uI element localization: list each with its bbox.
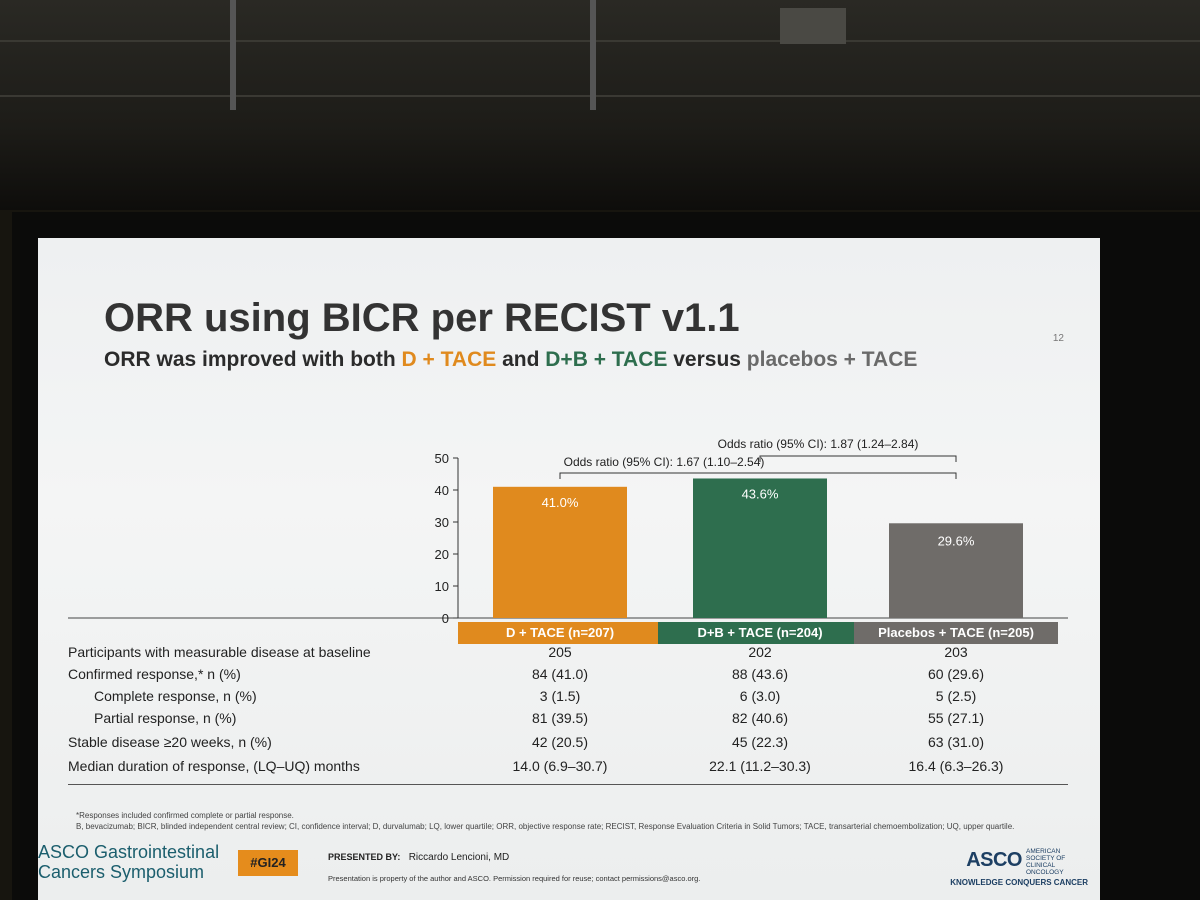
table-cell: 63 (31.0) xyxy=(927,734,985,750)
presented-by: PRESENTED BY: Riccardo Lencioni, MD xyxy=(328,852,509,863)
asco-wordmark: ASCO xyxy=(966,849,1022,872)
data-label: 29.6% xyxy=(938,533,975,548)
table-cell: 14.0 (6.9–30.7) xyxy=(512,758,608,774)
odds-ratio-label: Odds ratio (95% CI): 1.87 (1.24–2.84) xyxy=(718,437,919,451)
row-label: Stable disease ≥20 weeks, n (%) xyxy=(68,734,272,750)
property-note: Presentation is property of the author a… xyxy=(328,874,701,883)
y-tick-label: 50 xyxy=(435,451,449,466)
subtitle-text: and xyxy=(496,348,546,371)
y-tick-label: 40 xyxy=(435,483,449,498)
table-cell: 6 (3.0) xyxy=(739,688,781,704)
hashtag-badge: #GI24 xyxy=(238,850,298,876)
ceiling-beam xyxy=(590,0,596,110)
ceiling-grid-line xyxy=(0,95,1200,97)
presenter-name: Riccardo Lencioni, MD xyxy=(408,852,510,863)
odds-ratio-bracket xyxy=(559,472,957,479)
table-row: Partial response, n (%) 81 (39.5) 82 (40.6… xyxy=(68,710,1068,732)
y-tick-label: 10 xyxy=(435,579,449,594)
asco-logo: ASCO AMERICAN SOCIETY OF CLINICAL ONCOLOG… xyxy=(950,848,1088,887)
symposium-line-2: Cancers Symposium xyxy=(38,862,205,882)
row-label: Participants with measurable disease at … xyxy=(68,644,371,660)
ceiling-background xyxy=(0,0,1200,210)
bar xyxy=(493,486,627,618)
subtitle-arm-placebo: placebos + TACE xyxy=(746,348,918,371)
subtitle-arm-d: D + TACE xyxy=(401,348,497,371)
table-row: Complete response, n (%) 3 (1.5) 6 (3.0) 5 … xyxy=(68,688,1068,710)
column-header: D+B + TACE (n=204) xyxy=(658,622,862,644)
row-label: Median duration of response, (LQ–UQ) mon… xyxy=(68,758,360,774)
table-cell: 202 xyxy=(748,644,772,660)
column-header: D + TACE (n=207) xyxy=(458,622,662,644)
table-cell: 22.1 (11.2–30.3) xyxy=(709,758,811,774)
asco-society-name: AMERICAN SOCIETY OF CLINICAL ONCOLOGY xyxy=(1026,848,1066,876)
symposium-logo: ASCO Gastrointestinal Cancers Symposium xyxy=(38,842,219,882)
asco-tagline: KNOWLEDGE CONQUERS CANCER xyxy=(950,878,1088,887)
y-tick-label: 20 xyxy=(435,547,449,562)
table-cell: 55 (27.1) xyxy=(927,710,985,726)
footnote-responses: *Responses included confirmed complete o… xyxy=(76,811,294,820)
table-cell: 203 xyxy=(944,644,968,660)
table-cell: 45 (22.3) xyxy=(731,734,789,750)
y-tick-label: 30 xyxy=(435,515,449,530)
odds-ratio-bracket xyxy=(759,455,957,462)
table-cell: 60 (29.6) xyxy=(927,666,985,682)
presentation-slide: ORR using BICR per RECIST v1.1 ORR was i… xyxy=(38,238,1100,900)
table-cell: 84 (41.0) xyxy=(531,666,589,682)
y-tick-label: 0 xyxy=(442,611,449,626)
table-row: Stable disease ≥20 weeks, n (%) 42 (20.5)… xyxy=(68,734,1068,756)
row-label: Partial response, n (%) xyxy=(94,710,237,726)
row-label: Complete response, n (%) xyxy=(94,688,257,704)
table-row: Participants with measurable disease at … xyxy=(68,644,1068,666)
table-cell: 3 (1.5) xyxy=(539,688,581,704)
table-bottom-rule xyxy=(68,784,1068,785)
bar xyxy=(693,478,827,618)
orr-bar-chart: 0 10 20 30 40 50 41.0% 43.6% 29.6% Odds ratio (95… xyxy=(68,437,1068,626)
page-number: 12 xyxy=(1052,333,1064,344)
table-cell: 88 (43.6) xyxy=(731,666,789,682)
symposium-line-1: ASCO Gastrointestinal xyxy=(38,842,220,862)
ceiling-beam xyxy=(230,0,236,110)
table-cell: 205 xyxy=(548,644,572,660)
slide-subtitle: ORR was improved with both D + TACE and … xyxy=(104,348,917,372)
row-label: Confirmed response,* n (%) xyxy=(68,666,241,682)
column-header: Placebos + TACE (n=205) xyxy=(854,622,1058,644)
table-cell: 42 (20.5) xyxy=(531,734,589,750)
table-cell: 16.4 (6.3–26.3) xyxy=(908,758,1004,774)
table-row: Median duration of response, (LQ–UQ) mon… xyxy=(68,758,1068,780)
table-cell: 82 (40.6) xyxy=(731,710,789,726)
data-label: 41.0% xyxy=(542,495,579,510)
odds-ratio-label: Odds ratio (95% CI): 1.67 (1.10–2.54) xyxy=(564,455,765,469)
table-cell: 5 (2.5) xyxy=(935,688,977,704)
footnote-abbreviations: B, bevacizumab; BICR, blinded independen… xyxy=(76,822,1015,831)
ceiling-grid-line xyxy=(0,40,1200,42)
bar xyxy=(889,523,1023,618)
subtitle-arm-db: D+B + TACE xyxy=(545,348,668,371)
ceiling-vent xyxy=(780,8,846,44)
slide-title: ORR using BICR per RECIST v1.1 xyxy=(104,296,740,340)
presented-by-label: PRESENTED BY: xyxy=(328,852,401,862)
subtitle-text: ORR was improved with both xyxy=(104,348,402,371)
subtitle-text: versus xyxy=(667,348,747,371)
table-cell: 81 (39.5) xyxy=(531,710,589,726)
table-row: Confirmed response,* n (%) 84 (41.0) 88 (4… xyxy=(68,666,1068,688)
data-label: 43.6% xyxy=(742,486,779,501)
